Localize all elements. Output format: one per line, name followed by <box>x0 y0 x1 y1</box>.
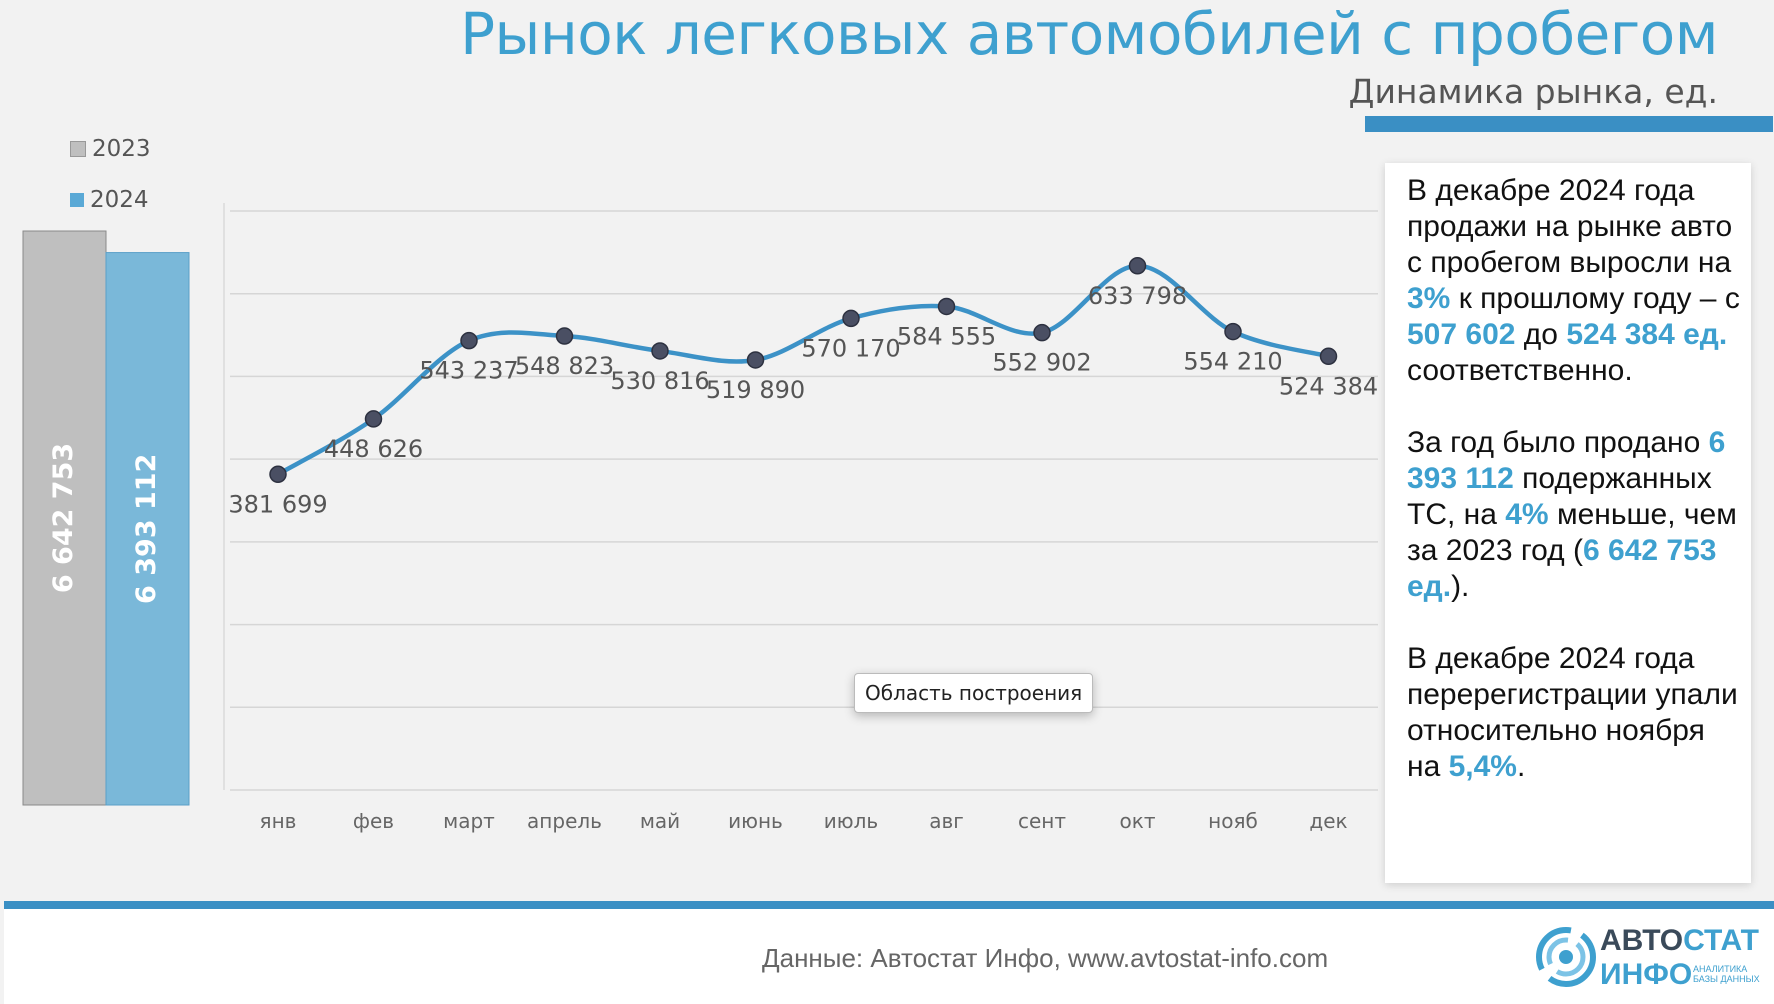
data-point-июль[interactable] <box>842 309 860 328</box>
info-text: к прошлому году – с <box>1450 282 1740 315</box>
logo-tagline: АНАЛИТИКА БАЗЫ ДАННЫХ <box>1693 964 1760 984</box>
legend-swatch-2024 <box>70 193 84 207</box>
x-tick-label: янв <box>260 809 297 833</box>
info-highlight: 3% <box>1407 282 1451 315</box>
data-label: 548 823 <box>515 352 614 380</box>
data-source: Данные: Автостат Инфо, www.avtostat-info… <box>762 943 1329 973</box>
data-point-сент[interactable] <box>1033 323 1051 342</box>
series-line <box>276 263 1330 477</box>
plot-area-tooltip: Область построения <box>854 673 1094 713</box>
x-tick-label: окт <box>1120 809 1156 833</box>
legend-label-2023: 2023 <box>92 136 151 162</box>
yearly-totals-chart: 6 642 753 6 393 112 <box>22 230 190 806</box>
data-point-авг[interactable] <box>937 297 956 316</box>
footer-divider <box>4 901 1774 909</box>
total-bar-label: 6 642 753 <box>48 443 79 593</box>
info-text: соответственно. <box>1407 354 1633 387</box>
data-label: 524 384 <box>1279 372 1378 400</box>
logo-word-avtostat: АВТОСТАТ <box>1600 924 1759 957</box>
data-label: 530 816 <box>610 367 709 395</box>
footer <box>4 909 1774 1004</box>
x-tick-label: авг <box>929 809 964 833</box>
logo-word-info: ИНФО <box>1600 958 1693 991</box>
data-point-май[interactable] <box>651 342 669 360</box>
monthly-line-chart[interactable]: 381 699 янв 448 626 фев 543 237 март 548 823 ап… <box>0 0 1380 840</box>
info-paragraph-1: В декабре 2024 года продажи на рынке авт… <box>1407 173 1741 389</box>
data-label: 381 699 <box>228 490 327 518</box>
data-label: 570 170 <box>801 334 900 362</box>
logo-swirl-icon <box>1536 927 1596 987</box>
info-highlight: 507 602 <box>1407 318 1516 351</box>
subtitle-accent-bar <box>1365 116 1773 132</box>
x-tick-label: нояб <box>1208 809 1258 833</box>
page-subtitle: Динамика рынка, ед. <box>1348 72 1718 111</box>
x-tick-label: июнь <box>728 809 783 833</box>
info-highlight: 5,4% <box>1448 750 1517 783</box>
data-label: 584 555 <box>897 322 996 350</box>
info-highlight: 4% <box>1505 498 1549 531</box>
data-label: 519 890 <box>706 376 805 404</box>
data-point-июнь[interactable] <box>746 351 765 369</box>
legend-label-2024: 2024 <box>90 187 149 213</box>
x-tick-label: сент <box>1018 809 1066 833</box>
legend-item-2023: 2023 <box>70 136 151 162</box>
legend-item-2024: 2024 <box>70 187 149 213</box>
total-bar-label: 6 393 112 <box>131 454 162 604</box>
info-text: меньше, чем за 2023 год ( <box>1407 498 1737 567</box>
info-highlight: 6 393 112 <box>1407 426 1726 495</box>
data-point-фев[interactable] <box>364 410 383 428</box>
x-tick-label: март <box>443 809 495 833</box>
x-tick-label: июль <box>824 809 878 833</box>
info-paragraph-2: За год было продано 6 393 112 подержанны… <box>1407 425 1741 605</box>
data-point-апрель[interactable] <box>555 327 574 345</box>
x-tick-label: май <box>640 809 680 833</box>
data-point-март[interactable] <box>460 331 478 350</box>
data-point-дек[interactable] <box>1319 347 1338 366</box>
info-text: до <box>1515 318 1567 351</box>
x-tick-label: фев <box>353 809 394 833</box>
total-bar-2023[interactable] <box>22 230 107 806</box>
info-text: . <box>1516 750 1526 783</box>
info-highlight: 6 642 753 ед. <box>1407 534 1717 603</box>
data-point-окт[interactable] <box>1128 257 1147 275</box>
data-label: 543 237 <box>419 357 518 385</box>
autostat-logo: АВТОСТАТ ИНФО АНАЛИТИКА БАЗЫ ДАННЫХ <box>1535 922 1765 994</box>
x-tick-label: апрель <box>527 809 602 833</box>
data-label: 448 626 <box>324 435 423 463</box>
data-point-нояб[interactable] <box>1224 322 1242 341</box>
x-tick-label: дек <box>1309 809 1347 833</box>
total-bar-2024[interactable] <box>105 252 190 806</box>
info-text: В декабре 2024 года продажи на рынке авт… <box>1407 174 1733 279</box>
legend-swatch-2023 <box>70 141 86 157</box>
data-label: 552 902 <box>992 349 1091 377</box>
info-text: В декабре 2024 года перерегистрации упал… <box>1407 642 1738 783</box>
info-paragraph-3: В декабре 2024 года перерегистрации упал… <box>1407 641 1741 785</box>
data-label: 633 798 <box>1088 282 1187 310</box>
page-title: Рынок легковых автомобилей с пробегом <box>460 0 1718 68</box>
data-point-янв[interactable] <box>269 465 287 484</box>
info-text: За год было продано <box>1407 426 1709 459</box>
info-text: подержанных ТС, на <box>1407 462 1712 531</box>
info-textbox: В декабре 2024 года продажи на рынке авт… <box>1385 163 1751 883</box>
info-highlight: 524 384 ед. <box>1566 318 1728 351</box>
info-text: ). <box>1451 570 1470 603</box>
data-label: 554 210 <box>1183 348 1282 376</box>
